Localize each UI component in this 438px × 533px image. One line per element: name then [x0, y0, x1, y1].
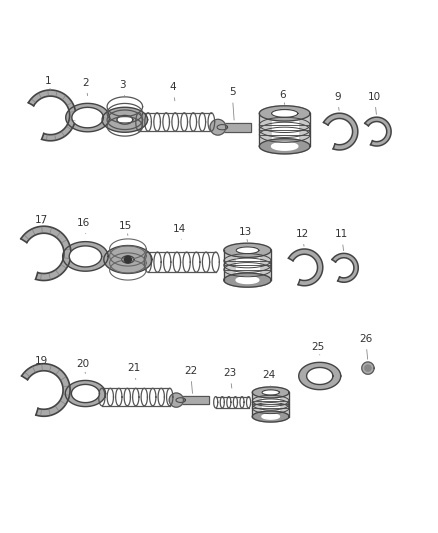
- Polygon shape: [65, 381, 106, 407]
- Circle shape: [362, 362, 374, 374]
- Polygon shape: [117, 116, 133, 124]
- Polygon shape: [259, 139, 310, 154]
- Circle shape: [169, 393, 184, 407]
- Polygon shape: [272, 142, 298, 150]
- Polygon shape: [252, 392, 289, 416]
- Polygon shape: [122, 256, 134, 263]
- Polygon shape: [21, 364, 70, 416]
- Polygon shape: [63, 241, 108, 271]
- Text: 2: 2: [82, 78, 89, 96]
- Polygon shape: [262, 414, 279, 419]
- Text: 14: 14: [173, 224, 186, 239]
- Polygon shape: [262, 392, 279, 416]
- Text: 11: 11: [335, 229, 348, 251]
- Polygon shape: [332, 253, 358, 282]
- Polygon shape: [236, 251, 259, 280]
- Polygon shape: [218, 123, 251, 132]
- Text: 21: 21: [127, 363, 140, 379]
- Polygon shape: [252, 387, 289, 398]
- Polygon shape: [102, 107, 148, 132]
- Polygon shape: [307, 367, 333, 384]
- Text: 6: 6: [279, 90, 286, 104]
- Polygon shape: [224, 251, 271, 280]
- Polygon shape: [71, 384, 99, 402]
- Text: 23: 23: [223, 368, 237, 388]
- Text: 19: 19: [35, 356, 48, 366]
- Polygon shape: [365, 117, 391, 146]
- Polygon shape: [262, 390, 279, 395]
- Text: 1: 1: [45, 76, 52, 90]
- Polygon shape: [259, 114, 310, 146]
- Text: 26: 26: [359, 334, 372, 359]
- Polygon shape: [66, 103, 110, 132]
- Polygon shape: [259, 106, 310, 121]
- Text: 5: 5: [229, 87, 236, 120]
- Text: 9: 9: [334, 92, 341, 110]
- Text: 25: 25: [311, 342, 324, 355]
- Polygon shape: [176, 396, 209, 404]
- Polygon shape: [104, 246, 152, 273]
- Polygon shape: [289, 249, 323, 286]
- Polygon shape: [69, 246, 102, 267]
- Text: 20: 20: [77, 359, 90, 374]
- Polygon shape: [28, 90, 76, 141]
- Circle shape: [365, 365, 371, 371]
- Polygon shape: [217, 125, 228, 130]
- Polygon shape: [272, 114, 298, 146]
- Polygon shape: [236, 247, 259, 254]
- Polygon shape: [252, 411, 289, 422]
- Polygon shape: [21, 226, 71, 280]
- Text: 12: 12: [296, 229, 309, 246]
- Circle shape: [210, 119, 226, 135]
- Text: 13: 13: [239, 227, 252, 241]
- Text: 4: 4: [170, 82, 177, 101]
- Text: 22: 22: [184, 366, 197, 393]
- Text: 24: 24: [262, 370, 275, 386]
- Text: 17: 17: [35, 215, 48, 225]
- Text: 15: 15: [119, 221, 132, 236]
- Polygon shape: [324, 113, 358, 150]
- Polygon shape: [224, 273, 271, 287]
- Text: 10: 10: [368, 92, 381, 115]
- Text: 3: 3: [119, 80, 126, 97]
- Circle shape: [124, 256, 131, 263]
- Polygon shape: [72, 107, 103, 128]
- Polygon shape: [176, 398, 185, 402]
- Polygon shape: [236, 277, 259, 284]
- Polygon shape: [299, 362, 341, 390]
- Polygon shape: [272, 109, 298, 117]
- Text: 16: 16: [77, 218, 90, 233]
- Polygon shape: [224, 243, 271, 257]
